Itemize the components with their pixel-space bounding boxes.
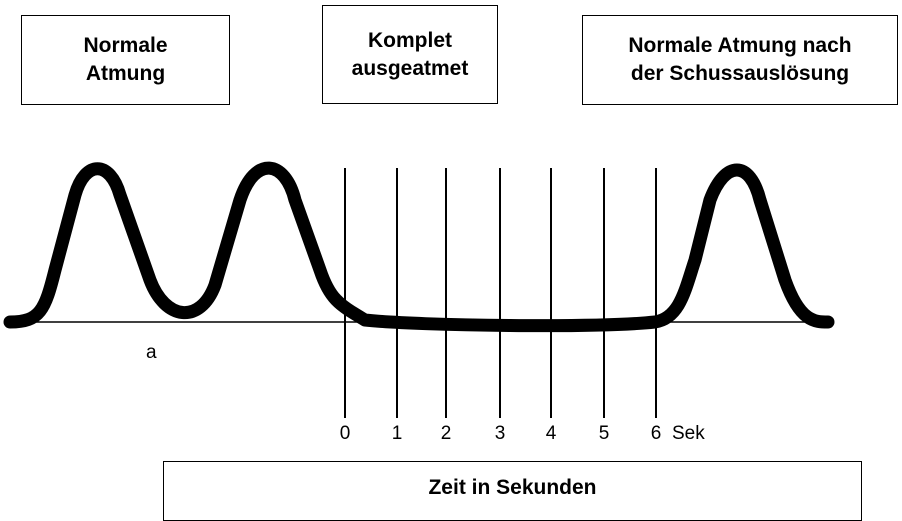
box-line: Komplet [368,28,452,52]
time-labels: 0 1 2 3 4 5 6 [340,423,662,444]
curve-label: a [146,342,157,363]
box-line: Normale Atmung nach [628,34,852,57]
footer-text: Zeit in Sekunden [428,476,597,499]
breathing-curve [3,161,835,333]
footer-box: Zeit in Sekunden [163,461,862,521]
time-label: 5 [599,423,610,444]
box-line: Normale [83,34,168,57]
box-line: der Schussauslösung [630,62,850,85]
second-lines [344,168,657,418]
time-label: 4 [546,423,557,444]
label-box: Komplet ausgeatmet [322,5,498,104]
time-label: 0 [340,423,351,444]
unit-label: Sek [672,423,705,444]
time-label: 6 [651,423,662,444]
time-label: 1 [392,423,403,444]
box-line: Atmung [85,62,166,85]
label-box: Normale Atmung nach der Schussauslösung [582,15,898,105]
breathing-diagram: a 0 1 2 3 4 5 6 Sek [3,161,835,444]
box-line: ausgeatmet [351,56,469,80]
time-label: 2 [441,423,452,444]
label-box: Normale Atmung [21,15,230,105]
time-label: 3 [495,423,506,444]
